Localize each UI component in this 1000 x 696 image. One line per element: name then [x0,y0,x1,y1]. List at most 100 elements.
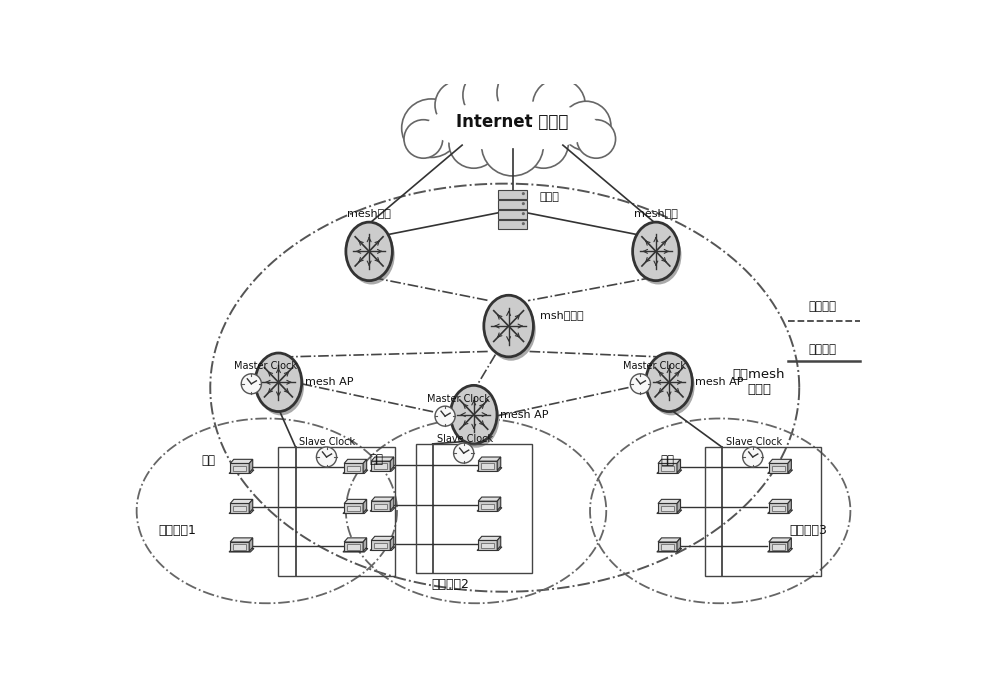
Text: 以太子獹2: 以太子獹2 [432,578,469,590]
Polygon shape [344,459,367,464]
Text: 有线链路: 有线链路 [808,342,836,356]
Polygon shape [477,468,502,471]
Circle shape [630,374,650,394]
Polygon shape [370,547,395,551]
Polygon shape [233,506,246,511]
Polygon shape [230,499,253,503]
Polygon shape [769,464,788,473]
Text: mesh AP: mesh AP [695,377,744,387]
Polygon shape [788,538,791,551]
Text: Internet 骨干网: Internet 骨干网 [456,113,569,131]
Circle shape [435,81,485,129]
Polygon shape [371,497,394,501]
Polygon shape [370,468,395,471]
Polygon shape [230,464,249,473]
Text: mesh AP: mesh AP [500,410,549,420]
FancyBboxPatch shape [498,209,527,219]
Polygon shape [497,457,501,470]
Polygon shape [478,497,501,501]
Polygon shape [658,459,681,464]
Polygon shape [658,503,677,513]
Polygon shape [344,542,363,551]
Polygon shape [363,538,367,551]
Polygon shape [374,464,387,469]
Text: Master Clock: Master Clock [427,394,490,404]
Text: mesh网关: mesh网关 [634,208,678,219]
Text: 以太子獹3: 以太子獹3 [790,523,827,537]
FancyBboxPatch shape [498,220,527,229]
Polygon shape [344,464,363,473]
Polygon shape [661,544,674,550]
Polygon shape [481,464,494,469]
Circle shape [482,114,544,176]
Circle shape [454,443,474,463]
Ellipse shape [484,295,533,357]
Polygon shape [481,543,494,548]
Polygon shape [497,497,501,511]
Text: mesh AP: mesh AP [305,377,353,387]
Polygon shape [371,457,394,461]
Polygon shape [658,499,681,503]
Ellipse shape [427,101,598,151]
Polygon shape [344,538,367,542]
Polygon shape [769,459,791,464]
Polygon shape [371,541,390,550]
Circle shape [449,119,499,168]
Ellipse shape [635,226,681,285]
Polygon shape [677,538,681,551]
Polygon shape [478,461,497,470]
Polygon shape [344,499,367,503]
Circle shape [522,222,525,226]
Polygon shape [478,537,501,541]
Polygon shape [374,503,387,509]
Ellipse shape [646,353,692,411]
Text: 终端: 终端 [202,454,216,467]
Circle shape [577,120,616,158]
Polygon shape [497,537,501,550]
Ellipse shape [648,357,695,416]
Polygon shape [677,499,681,513]
Circle shape [522,192,525,195]
Polygon shape [661,466,674,471]
Ellipse shape [633,222,679,280]
Circle shape [519,119,568,168]
Polygon shape [769,538,791,542]
Polygon shape [769,499,791,503]
Polygon shape [658,538,681,542]
Polygon shape [657,470,682,473]
Text: 服务器: 服务器 [540,193,560,203]
Bar [416,444,532,574]
Polygon shape [230,503,249,513]
Ellipse shape [255,353,302,411]
Text: mesh网关: mesh网关 [347,208,391,219]
Circle shape [522,212,525,215]
Polygon shape [658,464,677,473]
Circle shape [435,406,455,426]
Polygon shape [233,466,246,471]
Polygon shape [229,510,254,514]
Ellipse shape [346,222,392,280]
Text: 无线链路: 无线链路 [808,300,836,313]
Circle shape [743,447,763,467]
Ellipse shape [420,91,606,153]
Ellipse shape [453,389,499,448]
Circle shape [404,120,443,158]
Polygon shape [371,461,390,470]
Polygon shape [347,506,360,511]
Polygon shape [347,544,360,550]
Polygon shape [374,543,387,548]
Polygon shape [769,542,788,551]
Polygon shape [478,457,501,461]
Polygon shape [478,541,497,550]
Polygon shape [249,459,253,473]
Text: Master Clock: Master Clock [623,361,686,371]
Circle shape [463,68,519,122]
Polygon shape [768,548,793,552]
Circle shape [316,447,337,467]
Text: 终端: 终端 [370,453,384,466]
Polygon shape [363,499,367,513]
Polygon shape [229,470,254,473]
FancyBboxPatch shape [498,190,527,199]
Polygon shape [769,503,788,513]
Polygon shape [677,459,681,473]
